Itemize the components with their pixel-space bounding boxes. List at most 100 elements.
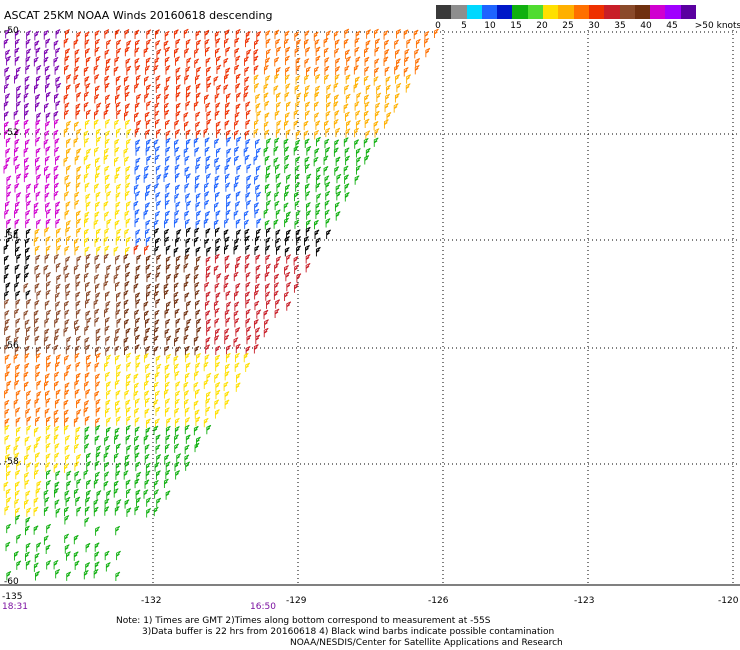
wind-barb — [84, 325, 90, 336]
wind-barb — [345, 128, 351, 138]
wind-barb — [216, 273, 222, 283]
wind-barb — [4, 299, 10, 309]
wind-barb — [305, 254, 311, 264]
wind-barb — [66, 74, 72, 84]
wind-barb — [195, 201, 201, 212]
wind-barb — [184, 48, 190, 58]
wind-barb — [135, 139, 141, 149]
wind-barb — [215, 354, 221, 365]
wind-barb — [23, 371, 29, 382]
wind-barb — [184, 372, 190, 383]
wind-barb — [334, 94, 339, 104]
wind-barb — [163, 289, 169, 300]
wind-barb — [336, 173, 342, 184]
time-label: 18:31 — [2, 602, 28, 612]
wind-barb — [85, 389, 91, 399]
wind-barb — [45, 218, 51, 229]
wind-barb — [144, 228, 150, 239]
wind-barb — [115, 281, 120, 292]
wind-barb — [213, 300, 219, 310]
wind-barb — [13, 399, 19, 409]
wind-barb — [234, 263, 240, 273]
wind-barb — [145, 255, 151, 265]
wind-barb — [274, 263, 279, 273]
wind-barb — [224, 218, 229, 228]
wind-barb — [54, 371, 60, 382]
wind-barb — [293, 283, 299, 293]
wind-barb — [245, 192, 251, 202]
wind-barb — [113, 246, 119, 256]
wind-barb — [195, 219, 201, 230]
wind-barb — [45, 91, 51, 102]
wind-barb — [34, 228, 40, 239]
wind-barb — [183, 147, 189, 158]
wind-barb — [184, 155, 190, 166]
wind-barb — [226, 93, 231, 103]
wind-barb — [135, 174, 141, 185]
wind-barb — [355, 56, 361, 66]
wind-barb — [206, 75, 212, 86]
wind-barb — [26, 507, 32, 517]
wind-barb — [74, 434, 80, 445]
wind-barb — [344, 28, 350, 39]
wind-barb — [214, 157, 220, 167]
wind-barb — [263, 208, 269, 219]
wind-barb — [185, 461, 191, 471]
wind-barb — [174, 417, 180, 428]
wind-barb — [195, 129, 201, 140]
wind-barb — [314, 219, 319, 230]
wind-barb — [346, 120, 351, 130]
wind-barb — [183, 121, 189, 131]
wind-barb — [375, 102, 381, 112]
wind-barb — [145, 327, 151, 338]
wind-barb — [284, 92, 290, 102]
wind-barb — [104, 325, 110, 336]
wind-barb — [324, 138, 330, 149]
wind-barb — [215, 245, 221, 256]
wind-barb — [45, 112, 51, 122]
wind-barb — [94, 390, 100, 401]
wind-barb — [164, 30, 170, 41]
wind-barb — [415, 38, 421, 49]
wind-barb — [345, 74, 351, 84]
wind-barb — [143, 335, 149, 346]
wind-barb — [116, 47, 122, 58]
wind-barb — [224, 255, 230, 265]
wind-barb — [75, 426, 81, 437]
wind-barb — [35, 136, 41, 147]
wind-barb — [294, 219, 300, 229]
wind-barb — [184, 210, 190, 221]
wind-barb — [76, 409, 82, 419]
wind-barb — [204, 282, 210, 292]
wind-barb — [64, 109, 69, 120]
wind-barb — [194, 147, 200, 157]
wind-barb — [323, 155, 329, 165]
wind-barb — [245, 31, 251, 41]
wind-barb — [166, 353, 172, 364]
wind-barb — [144, 318, 150, 328]
wind-barb — [144, 93, 150, 103]
wind-barb — [95, 191, 101, 202]
wind-barb — [135, 74, 141, 85]
wind-barb — [335, 184, 341, 194]
wind-barb — [215, 382, 221, 392]
wind-barb — [4, 67, 10, 77]
wind-barb — [294, 264, 299, 275]
wind-barb — [35, 165, 41, 175]
wind-barb — [224, 274, 230, 284]
wind-barb — [35, 191, 41, 201]
wind-barb — [165, 373, 170, 383]
wind-barb — [104, 29, 110, 39]
wind-barb — [263, 327, 269, 338]
colorbar-segment — [650, 5, 666, 19]
wind-barb — [424, 30, 430, 41]
wind-barb — [24, 352, 30, 363]
wind-barb — [76, 218, 82, 228]
wind-barb — [234, 291, 239, 301]
wind-barb — [84, 137, 90, 148]
wind-barb — [175, 318, 181, 328]
wind-barb — [124, 454, 130, 464]
wind-barb — [114, 138, 120, 149]
wind-barb — [145, 462, 151, 472]
wind-barb — [155, 118, 160, 129]
